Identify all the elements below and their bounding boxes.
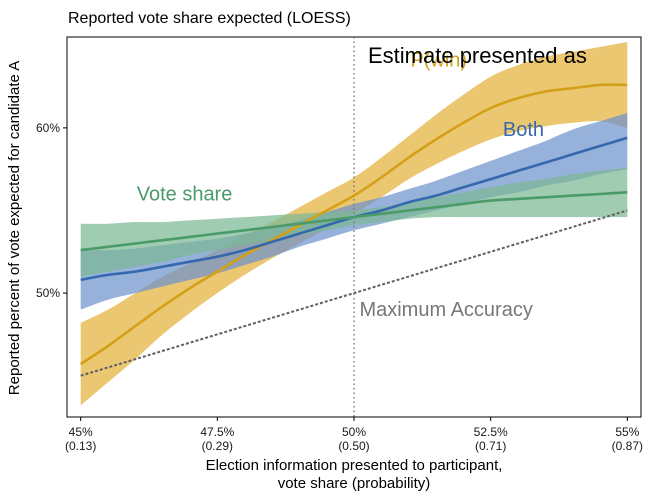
chart-title: Reported vote share expected (LOESS) (68, 10, 351, 27)
x-tick-sublabel: (0.13) (65, 439, 96, 453)
series-label-p-win: P(win) (410, 50, 467, 72)
y-tick-label: 50% (36, 286, 60, 300)
x-tick-label: 55% (615, 425, 639, 439)
x-tick-label: 45% (69, 425, 93, 439)
x-axis-title: Election information presented to partic… (206, 457, 503, 474)
plot-layer: P(win) Both Vote share Maximum Accuracy (79, 37, 628, 417)
series-label-maximum-accuracy: Maximum Accuracy (359, 299, 532, 321)
series-line-p-win (79, 83, 628, 366)
maximum-accuracy-line (80, 209, 628, 377)
x-tick-sublabel: (0.50) (338, 439, 369, 453)
x-tick-label: 47.5% (200, 425, 234, 439)
x-tick-sublabel: (0.87) (612, 439, 643, 453)
x-tick-sublabel: (0.71) (475, 439, 506, 453)
y-axis-title: Reported percent of vote expected for ca… (6, 61, 23, 395)
confidence-band-p-win (80, 42, 628, 406)
y-tick-label: 60% (36, 121, 60, 135)
axis-layer: 45%(0.13)47.5%(0.29)50%(0.50)52.5%(0.71)… (36, 121, 643, 453)
x-tick-label: 50% (342, 425, 366, 439)
x-tick-label: 52.5% (474, 425, 508, 439)
x-tick-sublabel: (0.29) (202, 439, 233, 453)
legend-title: Estimate presented as (368, 43, 587, 68)
series-label-both: Both (503, 119, 544, 141)
x-axis-title-line2: vote share (probability) (278, 475, 431, 492)
series-line-vote-share (80, 191, 628, 252)
series-label-vote-share: Vote share (137, 184, 233, 206)
